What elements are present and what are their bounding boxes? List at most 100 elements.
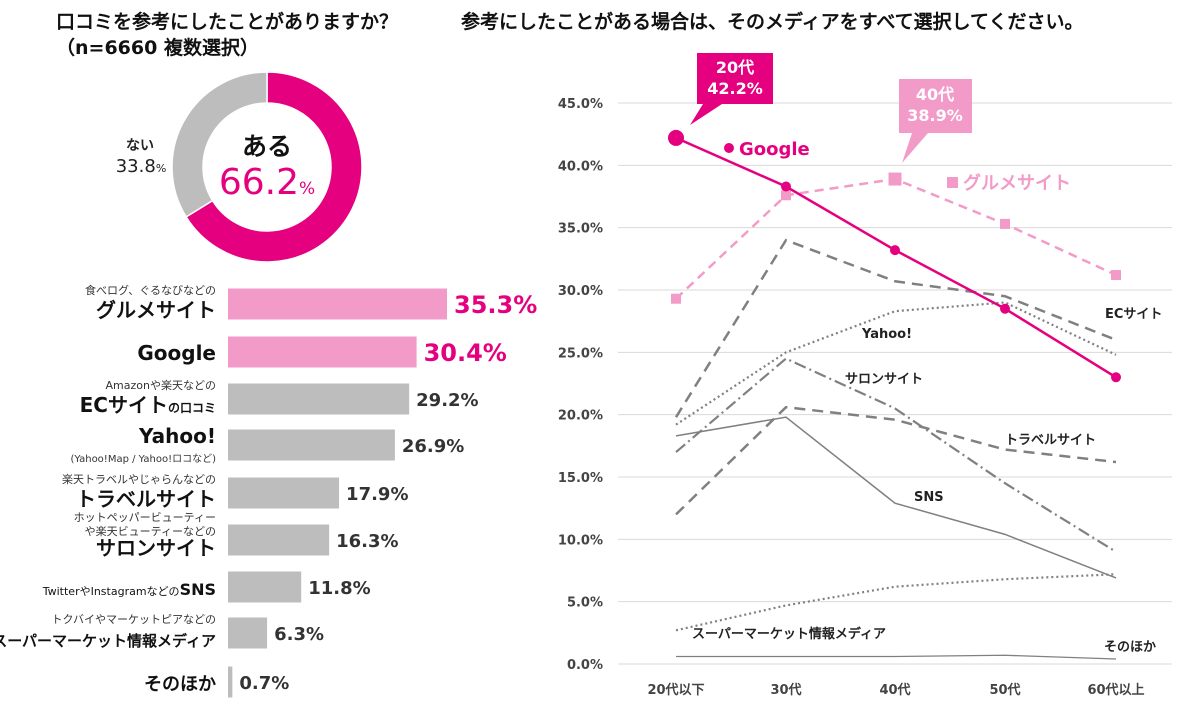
donut-yes-label: ある (242, 132, 292, 161)
bar-sub2-5: や楽天ビューティーなどの (85, 525, 216, 538)
bar-2 (228, 383, 410, 415)
bar-value-4: 17.9% (346, 484, 408, 505)
left-title-line2: （n=6660 複数選択） (56, 37, 259, 59)
series-line-SNS (675, 416, 1117, 579)
y-tick-label: 5.0% (567, 596, 603, 611)
bar-4 (228, 477, 340, 509)
bar-label-6: TwitterやInstagramなどのSNS (42, 580, 216, 599)
donut-yes-unit: % (299, 179, 315, 199)
bar-label-7: スーパーマーケット情報メディア (0, 632, 216, 650)
bar-label-0: グルメサイト (96, 298, 216, 322)
bar-main-6: SNS (180, 580, 216, 599)
y-tick-label: 40.0% (558, 159, 603, 174)
y-tick-label: 20.0% (558, 409, 603, 424)
donut-yes-number: 66.2 (219, 162, 299, 203)
y-tick-label: 0.0% (567, 658, 603, 673)
point-Google (890, 245, 900, 256)
bar-label-5: サロンサイト (96, 536, 216, 560)
series-line-Yahoo! (675, 301, 1117, 426)
bar-value-8: 0.7% (239, 673, 289, 694)
bar-main-2: ECサイト (80, 393, 168, 417)
y-tick-label: 15.0% (558, 471, 603, 486)
callout-20s-line2: 42.2% (707, 79, 763, 98)
callout-20s-line1: 20代 (716, 58, 754, 77)
callout-20s-box (690, 53, 773, 125)
bar-3 (228, 429, 395, 461)
bar-value-5: 16.3% (336, 531, 398, 552)
bar-note-3: (Yahoo!Map / Yahoo!ロコなど) (70, 453, 216, 465)
bar-main-4: トラベルサイト (76, 487, 216, 511)
bar-main-7: スーパーマーケット情報メディア (0, 632, 216, 650)
bar-value-1: 30.4% (424, 339, 507, 367)
donut-no-value: 33.8% (116, 156, 167, 177)
series-label-そのほか: そのほか (1104, 640, 1156, 655)
y-tick-label: 25.0% (558, 346, 603, 361)
point-グルメサイト (1000, 218, 1010, 229)
y-tick-label: 35.0% (558, 222, 603, 237)
series-label-スーパーマーケット情報メディア: スーパーマーケット情報メディア (692, 626, 886, 642)
x-tick-label: 40代 (879, 682, 910, 698)
bar-5 (228, 524, 330, 556)
bar-6 (228, 571, 302, 603)
bar-label-4: トラベルサイト (76, 487, 216, 511)
bar-main-8: そのほか (144, 674, 216, 695)
x-tick-label: 30代 (770, 682, 801, 698)
donut-slice (185, 71, 363, 263)
legend-google-label: Google (739, 139, 810, 160)
series-label-トラベルサイト: トラベルサイト (1005, 433, 1096, 448)
x-tick-label: 60代以上 (1087, 682, 1144, 698)
point-Google (1000, 303, 1010, 314)
y-tick-label: 30.0% (558, 284, 603, 299)
bar-label-3: Yahoo! (138, 424, 216, 448)
series-label-ECサイト: ECサイト (1105, 307, 1162, 322)
series-line-サロンサイト (675, 357, 1117, 553)
legend-google-marker (724, 143, 734, 153)
bar-1 (228, 336, 417, 368)
bar-value-7: 6.3% (274, 624, 324, 645)
series-label-SNS: SNS (914, 490, 944, 505)
bar-value-3: 26.9% (402, 436, 464, 457)
x-tick-label: 20代以下 (647, 682, 704, 698)
donut-no-number: 33.8 (116, 156, 156, 177)
bar-sub-0: 食べログ、ぐるなびなどの (85, 283, 216, 297)
bar-value-6: 11.8% (308, 578, 370, 599)
callout-40s-line2: 38.9% (907, 106, 963, 125)
point-Google (781, 181, 791, 192)
callout-40s-box (899, 79, 972, 163)
bar-value-0: 35.3% (454, 291, 537, 319)
point-グルメサイト (1111, 270, 1121, 281)
right-title: 参考にしたことがある場合は、そのメディアをすべて選択してください。 (461, 11, 1084, 33)
bar-label-2: ECサイトの口コミ (80, 393, 216, 417)
left-title-line1: 口コミを参考にしたことがありますか？ (56, 11, 399, 33)
bar-sub-4: 楽天トラベルやじゃらんなどの (62, 473, 216, 486)
bar-main-1: Google (137, 341, 216, 365)
bar-suffix-2: の口コミ (168, 401, 216, 415)
point-グルメサイト (781, 190, 791, 201)
legend-gourmet-label: グルメサイト (963, 172, 1071, 194)
bar-value-2: 29.2% (416, 390, 478, 411)
legend-gourmet-marker (947, 177, 958, 188)
bar-main-3: Yahoo! (138, 424, 216, 448)
bar-label-8: そのほか (144, 674, 216, 695)
series-label-Yahoo!: Yahoo! (861, 327, 912, 342)
bar-main-5: サロンサイト (96, 536, 216, 560)
y-tick-label: 45.0% (558, 97, 603, 112)
line-chart: 0.0% 5.0% 10.0% 15.0% 20.0% 25.0% 30.0% 35.0% 40… (558, 53, 1172, 698)
series-line-トラベルサイト (675, 405, 1117, 516)
bar-sub-2: Amazonや楽天などの (106, 379, 216, 392)
bar-8 (228, 666, 233, 698)
point-グルメサイト (671, 293, 681, 304)
bar-7 (228, 617, 268, 649)
series-label-サロンサイト: サロンサイト (845, 372, 923, 387)
bar-sub-5: ホットペッパービューティー (74, 511, 216, 524)
series-line-ECサイト (674, 238, 1117, 418)
point-Google (1111, 372, 1121, 383)
bar-sub-7: トクバイやマーケットピアなどの (52, 613, 216, 626)
x-tick-label: 50代 (989, 682, 1020, 698)
donut-no-label: ない (126, 138, 154, 154)
bar-label-1: Google (137, 341, 216, 365)
callout-40s-line1: 40代 (916, 85, 954, 104)
